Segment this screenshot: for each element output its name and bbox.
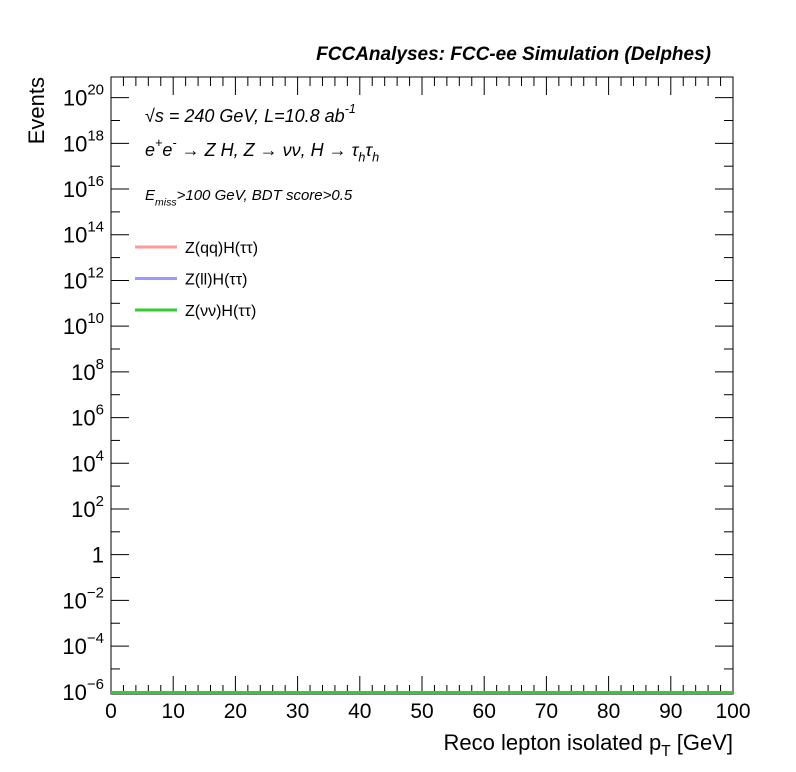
y-tick-label: 10−2 [62,584,104,613]
y-tick-label: 106 [71,402,104,431]
text-segment: + [155,136,162,150]
y-tick-base: 10 [63,131,87,156]
chart-title: FCCAnalyses: FCC-ee Simulation (Delphes) [316,44,711,65]
text-segment: [GeV] [671,730,733,755]
y-tick-exponent: 20 [87,82,104,99]
y-tick-exponent: −2 [87,584,104,601]
y-tick-exponent: −4 [87,630,104,647]
text-segment: -1 [345,102,356,116]
y-tick-exponent: 16 [87,173,104,190]
y-tick-label: 104 [71,447,104,476]
y-tick-exponent: −6 [87,676,104,693]
y-tick-exponent: 8 [96,356,104,373]
y-tick-label: 102 [71,493,104,522]
text-segment: >100 GeV, BDT score>0.5 [177,187,353,204]
text-segment: τ [365,140,373,160]
text-segment: E [145,187,156,204]
x-tick-label: 30 [286,700,309,723]
x-tick-label: 80 [597,700,620,723]
text-segment: → Z H, Z → νν, H → τ [177,140,360,160]
y-tick-exponent: 10 [87,310,104,327]
y-tick-label: 1 [92,543,104,568]
legend-label: Z(qq)H(ττ) [185,240,258,257]
y-tick-label: 1018 [63,127,104,156]
annotation: e+e- → Z H, Z → νν, H → τhτh [145,136,379,164]
x-tick-label: 70 [535,700,558,723]
y-tick-exponent: 18 [87,127,104,144]
text-segment: h [372,150,379,164]
x-tick-label: 10 [162,700,185,723]
x-tick-label: 20 [224,700,247,723]
y-tick-label: 1014 [63,219,104,248]
text-segment: miss [155,196,177,208]
text-segment: h [358,150,365,164]
y-tick-base: 10 [63,268,87,293]
y-tick-exponent: 4 [96,447,104,464]
y-tick-exponent: 6 [96,402,104,419]
y-tick-exponent: 12 [87,264,104,281]
y-tick-label: 108 [71,356,104,385]
legend-label: Z(νν)H(ττ) [185,303,256,320]
x-tick-label: 40 [348,700,371,723]
x-tick-label: 100 [715,700,750,723]
y-tick-exponent: 2 [96,493,104,510]
text-segment: T [661,743,671,760]
text-segment: √s = 240 GeV, L=10.8 ab [145,106,345,126]
y-tick-base: 10 [71,406,95,431]
y-tick-label: 10−6 [62,676,104,705]
annotation: √s = 240 GeV, L=10.8 ab-1 [145,102,356,126]
y-tick-base: 10 [62,680,86,705]
y-tick-label: 1012 [63,264,104,293]
y-axis-label: Events [24,77,49,144]
y-tick-base: 10 [71,360,95,385]
text-segment: e [145,140,155,160]
y-tick-base: 10 [63,86,87,111]
y-tick-base: 10 [63,223,87,248]
x-tick-label: 60 [473,700,496,723]
x-axis-label: Reco lepton isolated pT [GeV] [444,730,733,760]
y-tick-label: 1020 [63,82,104,111]
y-tick-base: 10 [71,497,95,522]
y-tick-label: 1010 [63,310,104,339]
y-tick-base: 10 [62,588,86,613]
y-tick-base: 10 [71,451,95,476]
legend-label: Z(ll)H(ττ) [185,272,247,289]
y-tick-label: 1016 [63,173,104,202]
annotation: Emiss>100 GeV, BDT score>0.5 [145,187,353,208]
x-tick-label: 0 [105,700,117,723]
text-segment: Reco lepton isolated p [444,730,662,755]
x-tick-label: 90 [659,700,682,723]
text-segment: - [172,136,176,150]
x-tick-label: 50 [410,700,433,723]
text-segment: e [162,140,172,160]
y-tick-base: 10 [63,314,87,339]
y-tick-base: 10 [62,634,86,659]
y-tick-exponent: 14 [87,219,104,236]
y-tick-label: 10−4 [62,630,104,659]
y-tick-base: 10 [63,177,87,202]
